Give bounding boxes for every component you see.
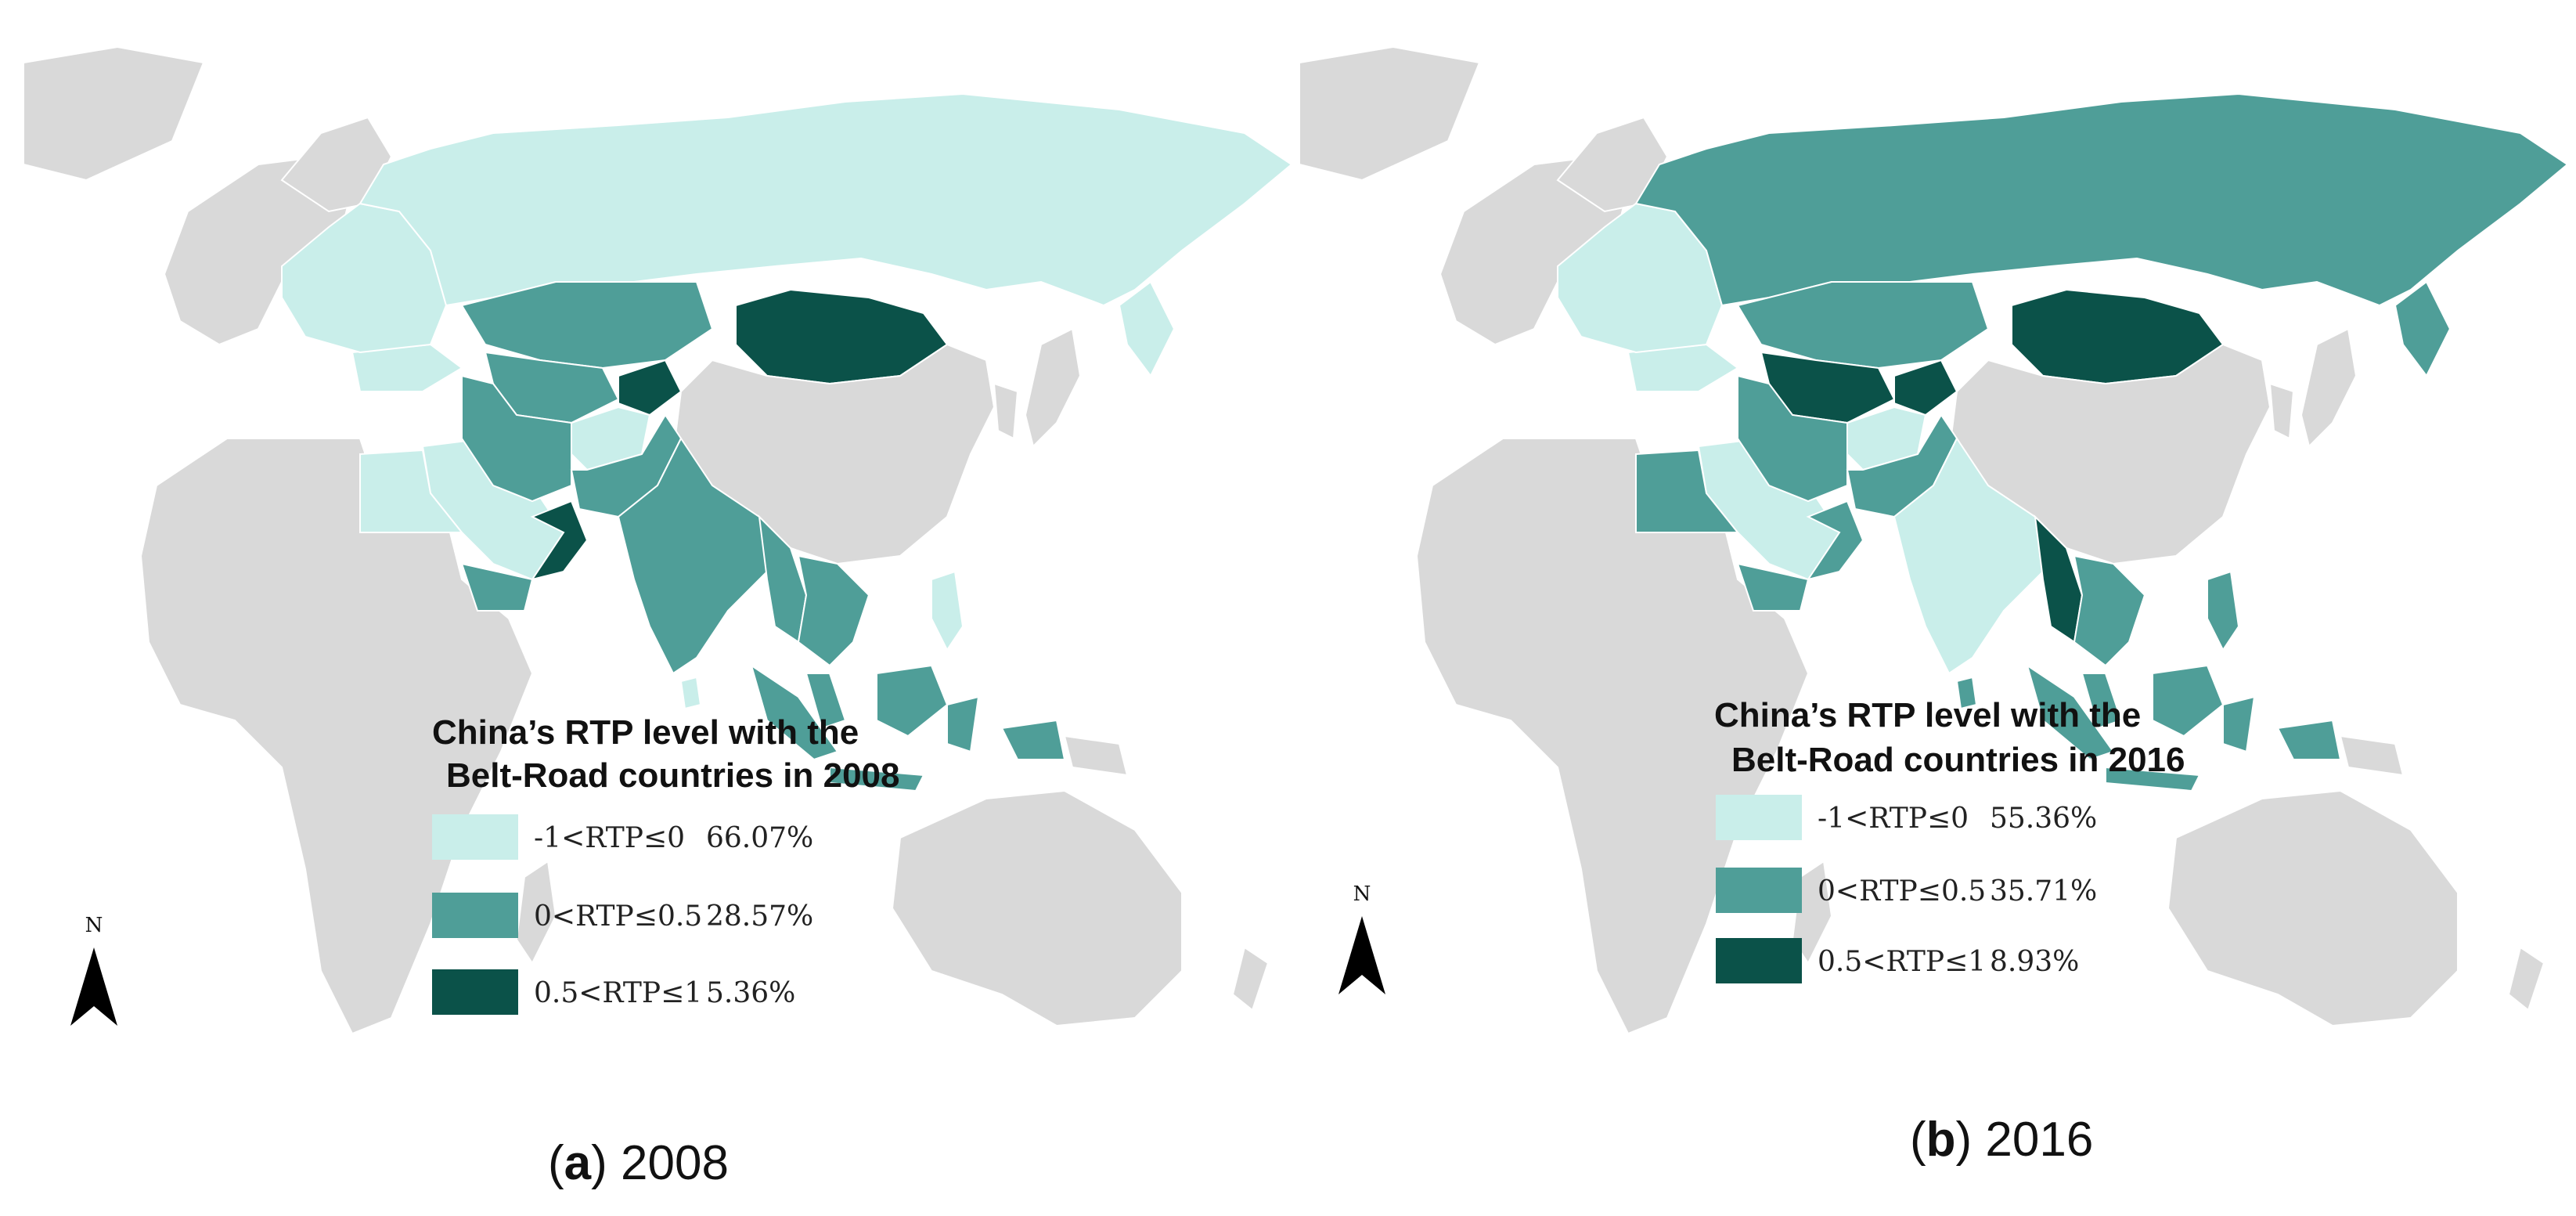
russia-far-east — [2394, 280, 2452, 377]
japan — [2300, 327, 2358, 448]
papua — [1000, 719, 1066, 760]
legend-percent-high: 5.36% — [706, 977, 795, 1009]
india — [1893, 437, 2068, 675]
legend: China’s RTP level with the Belt-Road cou… — [1714, 696, 2185, 983]
korea — [2268, 382, 2295, 440]
new-zealand — [1231, 946, 1270, 1012]
borneo — [2152, 664, 2225, 738]
egypt — [1635, 449, 1740, 533]
legend-title-line2: Belt-Road countries in 2008 — [446, 756, 899, 795]
philippines — [2207, 570, 2240, 651]
map-2016: China’s RTP level with the Belt-Road cou… — [1299, 47, 2567, 1088]
kazakhstan — [1736, 281, 1990, 370]
scandinavia — [1556, 116, 1669, 213]
legend: China’s RTP level with the Belt-Road cou… — [432, 713, 899, 1015]
philippines — [931, 570, 964, 651]
legend-percent-mid: 35.71% — [1990, 875, 2097, 907]
legend-range-low: -1<RTP≤0 — [534, 822, 685, 854]
korea — [993, 382, 1019, 440]
yemen — [1736, 562, 1810, 612]
legend-title-line1: China’s RTP level with the — [432, 713, 859, 752]
greenland — [23, 47, 205, 182]
legend-swatch-mid — [432, 893, 518, 938]
legend-title-line2: Belt-Road countries in 2016 — [1731, 741, 2185, 779]
legend-range-low: -1<RTP≤0 — [1818, 803, 1969, 835]
papua — [2276, 719, 2342, 760]
caption-b-year: 2016 — [1985, 1113, 2094, 1167]
oman — [1806, 500, 1864, 581]
iran — [1737, 374, 1848, 503]
malaysia — [805, 673, 847, 730]
indochina — [2073, 554, 2146, 667]
map-2008: China’s RTP level with the Belt-Road cou… — [23, 47, 1292, 1088]
png — [1063, 734, 1129, 777]
australia — [2167, 789, 2459, 1027]
legend-swatch-high — [1716, 938, 1802, 983]
caption-b-letter: b — [1926, 1113, 1956, 1167]
scandinavia — [280, 116, 393, 213]
sumatra — [2026, 663, 2115, 761]
sumatra — [750, 663, 839, 761]
australia — [891, 789, 1183, 1027]
japan — [1024, 327, 1082, 448]
yemen — [460, 562, 534, 612]
map-panel-2008: China’s RTP level with the Belt-Road cou… — [23, 47, 1292, 1088]
north-arrow-icon — [70, 947, 117, 1026]
north-arrow: N — [1338, 882, 1385, 994]
madagascar — [1791, 860, 1833, 965]
new-zealand — [2507, 946, 2545, 1012]
oman — [530, 500, 589, 581]
java — [2105, 766, 2201, 792]
north-label: N — [1353, 882, 1371, 906]
borneo — [876, 664, 949, 738]
iran — [461, 374, 572, 503]
map-panel-2016: China’s RTP level with the Belt-Road cou… — [1299, 47, 2567, 1088]
egypt — [359, 449, 464, 533]
caption-a-year: 2008 — [621, 1136, 729, 1190]
java — [829, 766, 925, 792]
greenland — [1299, 47, 1481, 182]
legend-swatch-mid — [1716, 868, 1802, 913]
legend-percent-mid: 28.57% — [706, 900, 813, 933]
legend-swatch-high — [432, 969, 518, 1015]
kazakhstan — [460, 281, 714, 370]
sri-lanka — [1955, 676, 1978, 710]
north-arrow-icon — [1338, 916, 1385, 994]
legend-percent-high: 8.93% — [1990, 946, 2079, 978]
kyrgyzstan — [618, 359, 683, 417]
legend-title-line1: China’s RTP level with the — [1714, 696, 2141, 734]
kyrgyzstan — [1893, 359, 1958, 417]
legend-range-mid: 0<RTP≤0.5 — [1818, 875, 1986, 907]
legend-swatch-low — [1716, 795, 1802, 840]
legend-range-high: 0.5<RTP≤1 — [534, 977, 702, 1009]
malaysia — [2081, 673, 2123, 730]
legend-percent-low: 66.07% — [706, 822, 813, 854]
sulawesi — [2222, 695, 2256, 753]
india — [617, 437, 792, 675]
indochina — [797, 554, 870, 667]
north-label: N — [85, 914, 103, 937]
sulawesi — [946, 695, 980, 753]
png — [2339, 734, 2405, 777]
caption-a: (a) 2008 — [548, 1136, 729, 1190]
legend-percent-low: 55.36% — [1990, 803, 2097, 835]
legend-range-high: 0.5<RTP≤1 — [1818, 946, 1986, 978]
legend-swatch-low — [432, 814, 518, 860]
legend-range-mid: 0<RTP≤0.5 — [534, 900, 702, 933]
sri-lanka — [679, 676, 702, 710]
caption-b: (b) 2016 — [1910, 1113, 2094, 1167]
north-arrow: N — [70, 914, 117, 1026]
russia-far-east — [1118, 280, 1176, 377]
caption-a-letter: a — [564, 1136, 592, 1190]
